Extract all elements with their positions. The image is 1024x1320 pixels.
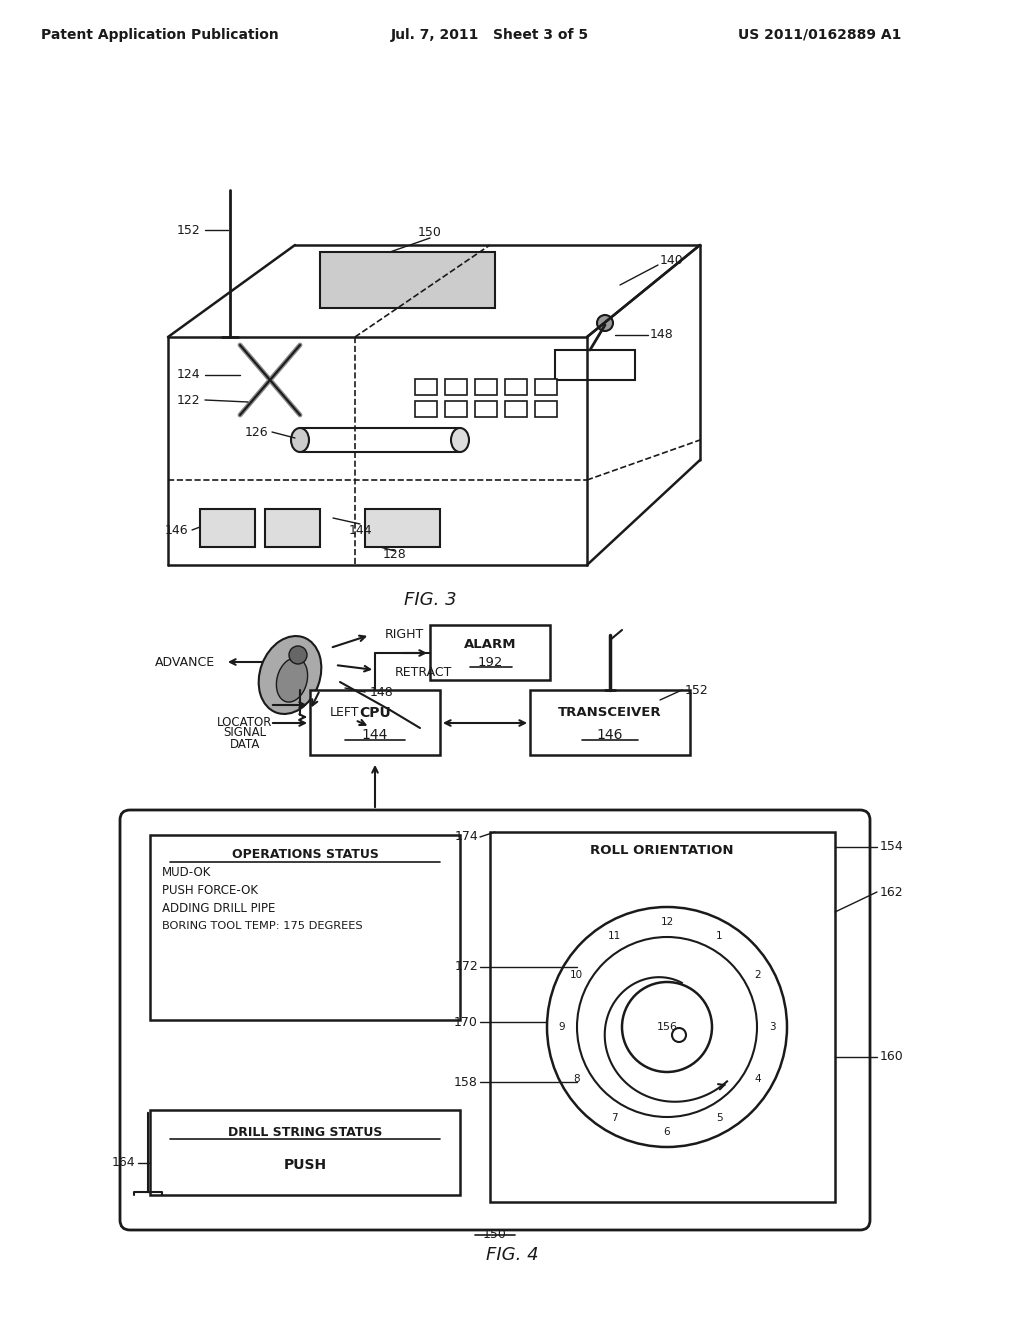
Text: SIGNAL: SIGNAL [223, 726, 266, 739]
Bar [265, 510, 319, 546]
Text: 170: 170 [454, 1015, 478, 1028]
Bar [415, 401, 437, 417]
Bar [365, 510, 440, 546]
Text: ROLL ORIENTATION: ROLL ORIENTATION [590, 843, 734, 857]
Text: RIGHT: RIGHT [385, 628, 424, 642]
Bar [505, 401, 527, 417]
Bar [150, 836, 460, 1020]
Polygon shape [319, 252, 495, 308]
Ellipse shape [259, 636, 322, 714]
Text: BORING TOOL TEMP: 175 DEGREES: BORING TOOL TEMP: 175 DEGREES [162, 921, 362, 931]
Ellipse shape [276, 657, 307, 702]
Text: 144: 144 [348, 524, 372, 536]
Text: 152: 152 [685, 684, 709, 697]
Text: 124: 124 [176, 368, 200, 381]
Text: 3: 3 [769, 1022, 775, 1032]
Text: Jul. 7, 2011   Sheet 3 of 5: Jul. 7, 2011 Sheet 3 of 5 [391, 28, 589, 42]
Bar [430, 624, 550, 680]
Text: PUSH FORCE-OK: PUSH FORCE-OK [162, 883, 258, 896]
Text: 152: 152 [176, 223, 200, 236]
Text: 1: 1 [716, 931, 723, 941]
Ellipse shape [291, 428, 309, 451]
Text: DRILL STRING STATUS: DRILL STRING STATUS [227, 1126, 382, 1138]
Bar [475, 379, 497, 395]
Text: 148: 148 [370, 685, 394, 698]
Bar [445, 379, 467, 395]
Bar [150, 1110, 460, 1195]
Circle shape [672, 1028, 686, 1041]
FancyBboxPatch shape [120, 810, 870, 1230]
Bar [555, 350, 635, 380]
Text: 8: 8 [572, 1074, 580, 1085]
Text: 150: 150 [418, 226, 442, 239]
Ellipse shape [451, 428, 469, 451]
Text: RETRACT: RETRACT [395, 665, 453, 678]
Text: 140: 140 [660, 253, 684, 267]
Text: DATA: DATA [229, 738, 260, 751]
Bar [200, 510, 255, 546]
Bar [300, 428, 460, 451]
Text: CPU: CPU [359, 706, 391, 719]
Text: 156: 156 [656, 1022, 678, 1032]
Text: FIG. 3: FIG. 3 [403, 591, 457, 609]
Text: LEFT: LEFT [330, 706, 359, 719]
Circle shape [289, 645, 307, 664]
Text: 11: 11 [608, 931, 622, 941]
Text: 5: 5 [716, 1113, 723, 1123]
Text: 164: 164 [112, 1156, 135, 1170]
Text: 160: 160 [880, 1051, 904, 1064]
Text: 192: 192 [477, 656, 503, 668]
Bar [445, 401, 467, 417]
Bar [535, 401, 557, 417]
Text: 150: 150 [483, 1229, 507, 1242]
Text: MUD-OK: MUD-OK [162, 866, 211, 879]
Text: OPERATIONS STATUS: OPERATIONS STATUS [231, 849, 379, 862]
Bar [490, 832, 835, 1203]
Text: 146: 146 [165, 524, 188, 536]
Text: 154: 154 [880, 841, 904, 854]
Text: 4: 4 [755, 1074, 761, 1085]
Text: 9: 9 [559, 1022, 565, 1032]
Text: ADVANCE: ADVANCE [155, 656, 215, 668]
Circle shape [622, 982, 712, 1072]
Bar [530, 690, 690, 755]
Text: 158: 158 [454, 1076, 478, 1089]
Text: 12: 12 [660, 917, 674, 927]
Text: LOCATOR: LOCATOR [217, 715, 272, 729]
Text: 148: 148 [650, 329, 674, 342]
Circle shape [597, 315, 613, 331]
Bar [310, 690, 440, 755]
Text: 162: 162 [880, 886, 903, 899]
Text: 144: 144 [361, 729, 388, 742]
Text: 146: 146 [597, 729, 624, 742]
Bar [475, 401, 497, 417]
Text: FIG. 4: FIG. 4 [485, 1246, 539, 1265]
Text: PUSH: PUSH [284, 1158, 327, 1172]
Text: US 2011/0162889 A1: US 2011/0162889 A1 [738, 28, 902, 42]
Text: 122: 122 [176, 393, 200, 407]
Text: ADDING DRILL PIPE: ADDING DRILL PIPE [162, 902, 275, 915]
Text: 2: 2 [755, 969, 761, 979]
Text: 6: 6 [664, 1127, 671, 1137]
Text: Patent Application Publication: Patent Application Publication [41, 28, 279, 42]
Text: 126: 126 [245, 425, 268, 438]
Text: 174: 174 [455, 830, 478, 843]
Bar [415, 379, 437, 395]
Text: 172: 172 [455, 961, 478, 974]
Bar [535, 379, 557, 395]
Text: 128: 128 [383, 549, 407, 561]
Text: 10: 10 [569, 969, 583, 979]
Text: TRANSCEIVER: TRANSCEIVER [558, 706, 662, 719]
Text: 7: 7 [611, 1113, 617, 1123]
Text: ALARM: ALARM [464, 639, 516, 652]
Bar [505, 379, 527, 395]
